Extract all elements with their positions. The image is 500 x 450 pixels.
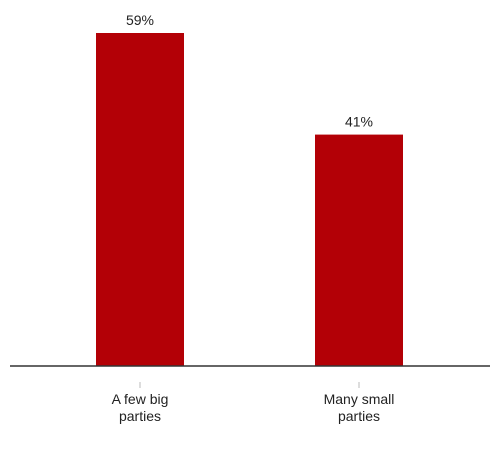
value-labels-group: 59% 41% bbox=[126, 12, 373, 130]
x-tick-label-line: parties bbox=[338, 408, 380, 424]
bars-group bbox=[96, 33, 403, 366]
x-axis-ticks-group bbox=[139, 382, 360, 388]
x-tick-label-2: Many small parties bbox=[324, 391, 395, 424]
x-tick-label-line: A few big bbox=[112, 391, 169, 407]
x-tick-label-line: parties bbox=[119, 408, 161, 424]
x-tick-label-1: A few big parties bbox=[112, 391, 169, 424]
value-label-2: 41% bbox=[345, 114, 373, 130]
bar-2 bbox=[315, 134, 403, 366]
x-tick-label-line: Many small bbox=[324, 391, 395, 407]
value-label-1: 59% bbox=[126, 12, 154, 28]
bar-1 bbox=[96, 33, 184, 366]
